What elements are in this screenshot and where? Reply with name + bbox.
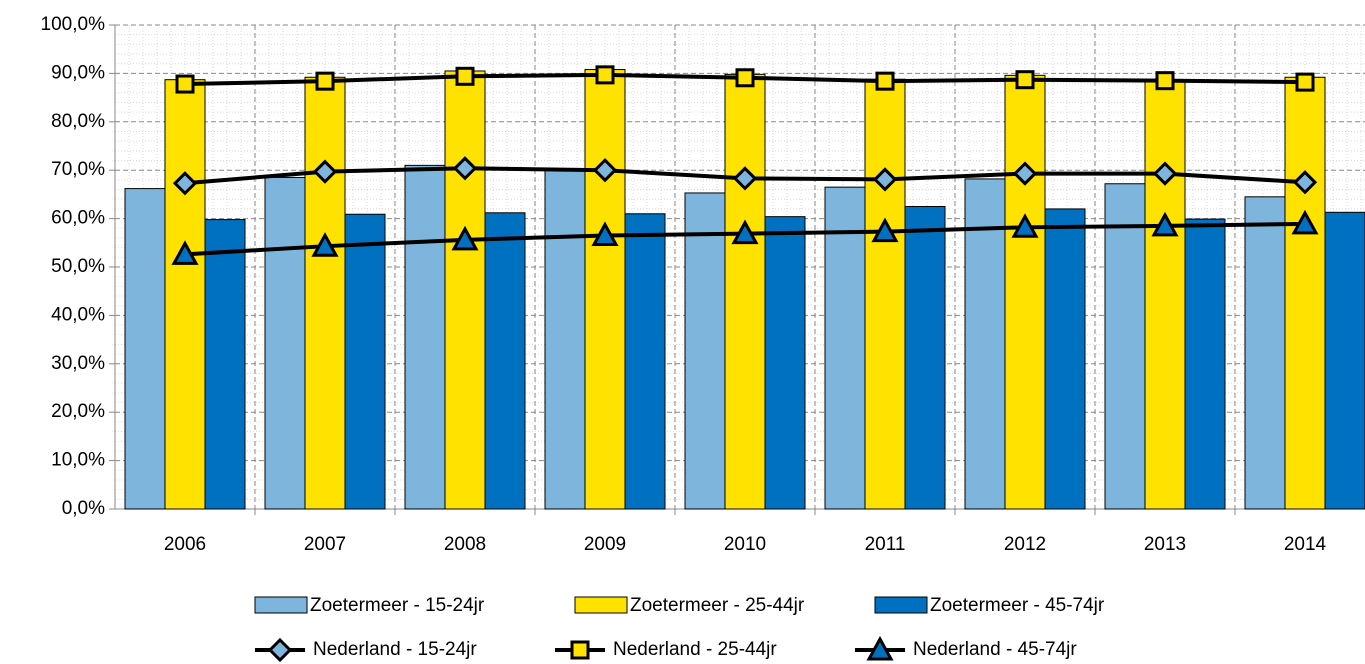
y-tick-label: 0,0% (62, 498, 105, 519)
marker (872, 167, 898, 192)
bar (444, 70, 486, 510)
bar (1184, 218, 1226, 510)
bar (404, 164, 446, 510)
marker (871, 217, 899, 243)
x-tick-label: 2011 (865, 534, 906, 555)
marker (1151, 211, 1179, 237)
bar (544, 168, 586, 510)
legend-label: Zoetermeer - 15-24jr (310, 595, 485, 616)
marker (570, 640, 590, 660)
x-tick-label: 2008 (444, 534, 486, 555)
marker (455, 66, 475, 86)
bar (724, 73, 766, 510)
y-tick-label: 40,0% (51, 304, 105, 325)
marker (1155, 71, 1175, 91)
marker (1011, 213, 1039, 238)
x-tick-label: 2012 (1004, 534, 1046, 555)
marker (311, 232, 339, 257)
marker (1015, 70, 1035, 90)
x-tick-label: 2006 (164, 534, 206, 555)
bar (1004, 74, 1046, 510)
bar (1144, 79, 1186, 510)
bar (824, 186, 866, 510)
bar (624, 213, 666, 510)
marker (875, 71, 895, 91)
marker (452, 156, 478, 181)
marker (592, 158, 618, 183)
marker (312, 159, 338, 184)
marker (1152, 161, 1178, 186)
bar (1104, 183, 1146, 510)
bar (1244, 196, 1286, 510)
y-tick-label: 70,0% (51, 159, 105, 180)
y-tick-label: 20,0% (51, 401, 105, 422)
bar (1284, 76, 1326, 510)
marker (451, 225, 479, 251)
marker (175, 74, 195, 94)
bar (684, 192, 726, 510)
legend-label: Zoetermeer - 25-44jr (630, 595, 805, 616)
legend-swatch (254, 596, 308, 614)
marker (731, 219, 759, 245)
marker (1292, 170, 1318, 195)
y-tick-label: 60,0% (51, 208, 105, 229)
marker (595, 65, 615, 85)
bar (204, 219, 246, 510)
legend-label: Nederland - 15-24jr (313, 639, 477, 660)
bar (1324, 211, 1365, 510)
legend-label: Nederland - 25-44jr (613, 639, 777, 660)
marker (1295, 72, 1315, 92)
marker (171, 240, 199, 265)
y-tick-label: 80,0% (51, 111, 105, 132)
bar (584, 69, 626, 510)
bar (344, 213, 386, 510)
bar (964, 178, 1006, 510)
y-tick-label: 10,0% (51, 450, 105, 471)
bar (1044, 208, 1086, 510)
marker (315, 71, 335, 91)
bar (864, 78, 906, 510)
marker (267, 637, 293, 663)
legend-label: Zoetermeer - 45-74jr (930, 595, 1105, 616)
legend-swatch (574, 596, 628, 614)
legend-swatch (874, 596, 928, 614)
x-tick-label: 2013 (1144, 534, 1186, 555)
bar (264, 176, 306, 510)
marker (735, 68, 755, 88)
x-tick-label: 2010 (724, 534, 766, 555)
marker (1291, 209, 1319, 235)
y-tick-label: 50,0% (51, 256, 105, 277)
marker (732, 166, 758, 191)
y-tick-label: 30,0% (51, 353, 105, 374)
bar (484, 212, 526, 510)
marker (591, 221, 619, 247)
marker (172, 171, 198, 196)
x-tick-label: 2014 (1284, 534, 1327, 555)
bar (124, 188, 166, 510)
x-tick-label: 2009 (584, 534, 626, 555)
marker (866, 635, 894, 661)
bar (164, 79, 206, 510)
marker (1012, 161, 1038, 186)
legend-label: Nederland - 45-74jr (913, 639, 1077, 660)
x-tick-label: 2007 (304, 534, 346, 555)
y-tick-label: 100,0% (41, 14, 106, 35)
y-tick-label: 90,0% (51, 62, 105, 83)
bar (764, 216, 806, 510)
bar (904, 206, 946, 510)
bar (304, 76, 346, 510)
